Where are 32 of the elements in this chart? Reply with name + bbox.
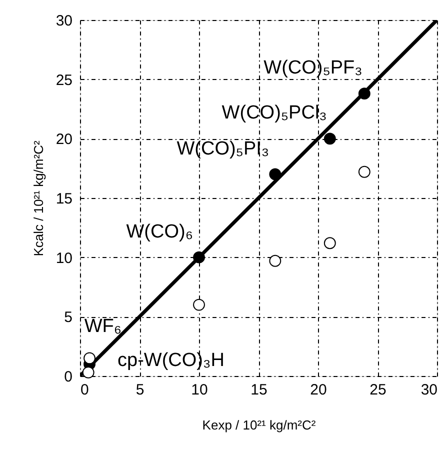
x-tick-label: 30 [420,382,438,398]
annotation: W(CO)₅PF₃ [264,58,362,79]
x-axis-title: Kexp / 10²¹ kg/m²C² [202,418,316,432]
annotation: W(CO)₅PCl₃ [222,102,327,124]
y-tick-label: 10 [56,250,72,267]
y-tick-label: 5 [64,309,72,326]
point [358,166,370,178]
point [324,237,336,250]
point [324,132,336,145]
y-tick-label: 25 [56,72,72,89]
point [193,298,205,311]
point [193,251,205,264]
annotation: W(CO)₅PI₃ [176,138,270,160]
point [358,88,370,100]
point [269,254,282,267]
y-tick-label: 0 [64,368,72,386]
x-tick-label: 0 [80,382,89,398]
x-tick-label: 25 [370,382,386,398]
point [82,366,94,378]
annotation: cp-W(CO)₃H [118,350,224,372]
annotation: W(CO)₆ [126,221,193,242]
y-tick-label: 30 [56,12,72,30]
x-tick-label: 5 [136,382,144,398]
y-tick-label: 15 [56,190,72,208]
annotation: WF₆ [84,316,122,338]
point [269,168,282,180]
x-tick-label: 15 [250,382,268,398]
y-axis-title: Kcalc / 10²¹ kg/m²C² [30,140,46,256]
x-tick-label: 10 [191,382,208,398]
point [84,352,96,364]
y-tick-label: 20 [56,131,72,148]
x-tick-label: 20 [310,382,327,398]
